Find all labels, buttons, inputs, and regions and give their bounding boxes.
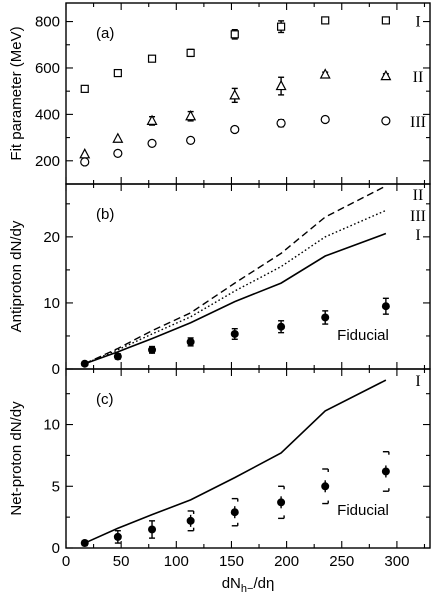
series-label: I <box>415 13 420 30</box>
data-point-filled <box>80 539 89 548</box>
y-axis-label: Fit parameter (MeV) <box>8 26 25 160</box>
data-point-triangle <box>275 79 287 91</box>
plot-frame <box>65 368 431 549</box>
data-point-circle <box>186 135 196 145</box>
series-line-dotted <box>84 209 387 365</box>
x-tick-label: 0 <box>62 553 70 570</box>
y-tick-label: 0 <box>52 540 60 557</box>
y-axis-label: Antiproton dN/dy <box>8 220 25 332</box>
data-point-square <box>276 22 286 31</box>
data-point-triangle <box>229 89 241 100</box>
y-tick-label: 800 <box>35 14 60 31</box>
data-point-filled <box>321 313 330 322</box>
data-point-circle <box>147 138 157 148</box>
y-tick-label: 10 <box>43 417 60 434</box>
data-point-circle <box>113 148 123 158</box>
data-point-circle <box>276 118 286 128</box>
x-tick-label: 200 <box>274 553 299 570</box>
panel-label: (c) <box>96 391 114 408</box>
data-point-triangle <box>146 114 158 125</box>
series-label: II <box>413 187 424 204</box>
data-point-filled <box>113 352 122 361</box>
panel-c: 0 5 10 (c) Net-proton dN/dy I Fiducial 0 50 100 15… <box>8 368 431 595</box>
x-tick-label: 100 <box>164 553 189 570</box>
series-line-solid <box>84 379 387 544</box>
panel-label: (a) <box>96 25 114 42</box>
y-tick-label: 0 <box>52 361 60 378</box>
data-point-circle <box>381 116 391 126</box>
y-tick-label: 600 <box>35 60 60 77</box>
data-point-filled <box>148 525 157 534</box>
series-label: I <box>415 227 420 244</box>
y-tick-label: 400 <box>35 106 60 123</box>
data-point-square <box>186 48 195 57</box>
data-point-square <box>80 84 89 93</box>
y-tick-label: 10 <box>43 295 60 312</box>
fiducial-annotation: Fiducial <box>337 327 389 344</box>
data-point-filled <box>381 302 390 311</box>
series-label: III <box>410 114 426 131</box>
x-tick-label: 250 <box>329 553 354 570</box>
data-point-square <box>147 54 157 63</box>
data-point-filled <box>381 467 390 476</box>
data-point-filled <box>80 359 89 368</box>
fiducial-annotation: Fiducial <box>337 502 389 519</box>
x-axis-label-tail: /dη <box>253 575 274 592</box>
data-point-square <box>230 30 239 39</box>
y-axis-label: Net-proton dN/dy <box>8 401 25 516</box>
data-point-filled <box>148 345 157 354</box>
data-point-circle <box>230 124 240 135</box>
data-point-filled <box>186 516 195 525</box>
data-point-filled <box>230 329 239 338</box>
data-point-triangle <box>112 132 124 143</box>
data-point-square <box>381 16 390 25</box>
series-line-solid <box>84 232 387 365</box>
y-tick-label: 5 <box>52 478 60 495</box>
data-point-circle <box>320 114 330 125</box>
series-label: III <box>410 208 426 225</box>
series-label: II <box>413 69 424 86</box>
x-axis-label-sub: h− <box>241 583 254 595</box>
data-point-filled <box>113 532 122 541</box>
x-tick-label: 150 <box>219 553 244 570</box>
data-point-filled <box>321 482 330 491</box>
data-point-filled <box>277 498 286 507</box>
data-point-square <box>113 68 122 78</box>
data-point-circle <box>80 157 90 167</box>
data-point-filled <box>186 337 195 346</box>
data-point-square <box>321 16 330 25</box>
x-tick-label: 300 <box>384 553 409 570</box>
y-tick-label: 20 <box>43 229 60 246</box>
data-point-triangle <box>319 68 331 79</box>
series-label: I <box>415 373 420 390</box>
panel-label: (b) <box>96 206 114 223</box>
data-point-triangle <box>79 148 91 159</box>
x-axis-label-main: dN <box>222 575 241 592</box>
x-axis-label: dNh−/dη <box>222 575 275 595</box>
data-point-triangle <box>185 109 197 121</box>
data-point-filled <box>277 322 286 331</box>
data-point-filled <box>230 508 239 517</box>
x-tick-label: 50 <box>113 553 130 570</box>
series-line-dashed <box>84 185 387 365</box>
y-tick-label: 200 <box>35 153 60 170</box>
data-point-triangle <box>380 69 392 81</box>
